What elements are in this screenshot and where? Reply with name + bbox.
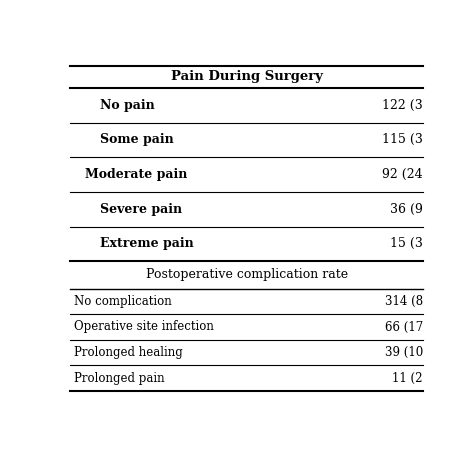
- Text: 115 (3: 115 (3: [382, 133, 423, 146]
- Text: 314 (8: 314 (8: [385, 295, 423, 308]
- Text: Extreme pain: Extreme pain: [100, 237, 193, 250]
- Text: Moderate pain: Moderate pain: [85, 168, 187, 181]
- Text: 39 (10: 39 (10: [385, 346, 423, 359]
- Text: Prolonged pain: Prolonged pain: [74, 372, 164, 384]
- Text: Postoperative complication rate: Postoperative complication rate: [146, 268, 347, 282]
- Text: 122 (3: 122 (3: [382, 99, 423, 112]
- Text: Some pain: Some pain: [100, 133, 173, 146]
- Text: No pain: No pain: [100, 99, 155, 112]
- Text: Severe pain: Severe pain: [100, 203, 182, 216]
- Text: No complication: No complication: [74, 295, 172, 308]
- Text: 66 (17: 66 (17: [385, 320, 423, 334]
- Text: Prolonged healing: Prolonged healing: [74, 346, 182, 359]
- Text: 92 (24: 92 (24: [383, 168, 423, 181]
- Text: Pain During Surgery: Pain During Surgery: [171, 71, 323, 83]
- Text: 15 (3: 15 (3: [390, 237, 423, 250]
- Text: Operative site infection: Operative site infection: [74, 320, 214, 334]
- Text: 36 (9: 36 (9: [390, 203, 423, 216]
- Text: 11 (2: 11 (2: [392, 372, 423, 384]
